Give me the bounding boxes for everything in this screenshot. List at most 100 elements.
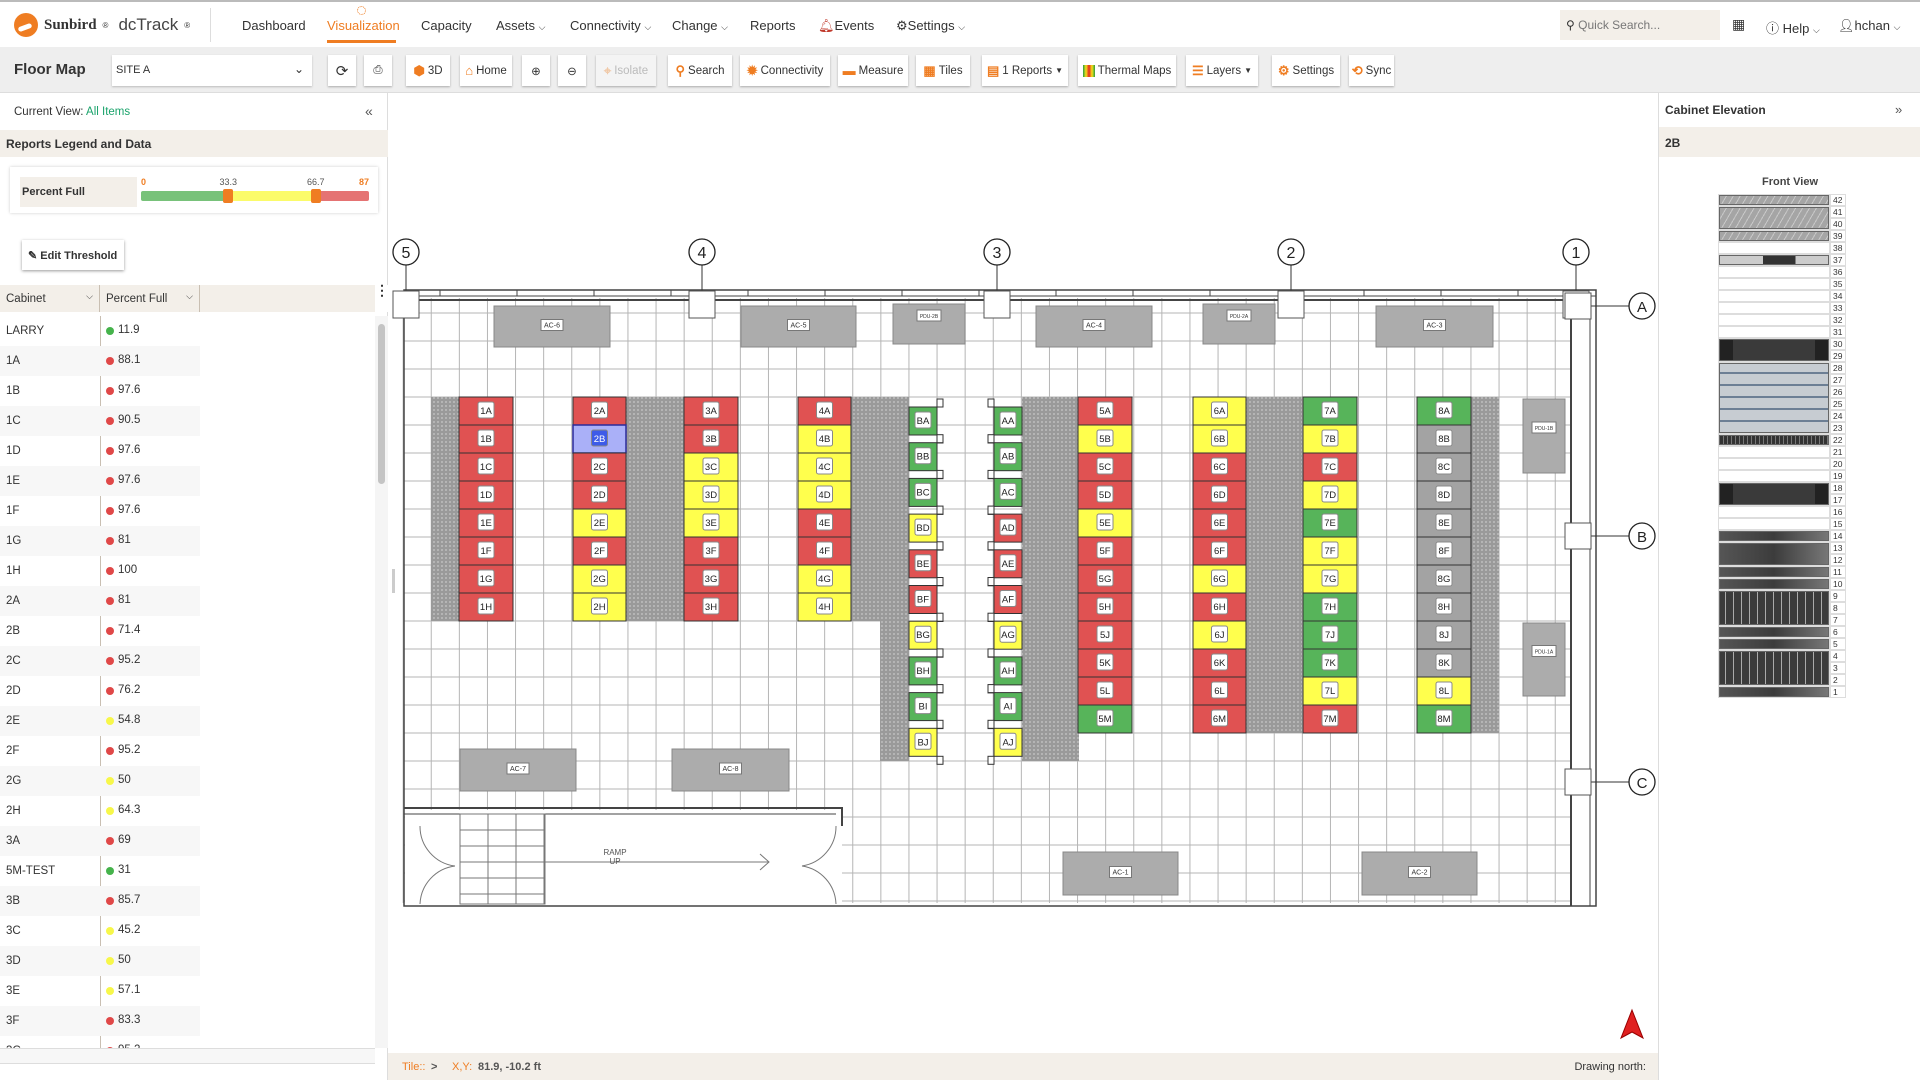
table-row[interactable]: 1C 90.5	[0, 406, 200, 436]
equipment-pdu-2a[interactable]: PDU-2A	[1202, 303, 1276, 345]
help-menu[interactable]: ⓘ Help ⌵	[1766, 18, 1820, 37]
rack-device-server-gray[interactable]	[1719, 579, 1829, 589]
rack-device-server-1u[interactable]	[1719, 435, 1829, 445]
equipment-pdu-1b[interactable]: PDU-1B	[1522, 398, 1566, 474]
cabinet-8e[interactable]: 8E	[1416, 508, 1472, 538]
cabinet-8h[interactable]: 8H	[1416, 592, 1472, 622]
cabinet-7c[interactable]: 7C	[1302, 452, 1358, 482]
cabinet-6k[interactable]: 6K	[1192, 648, 1247, 678]
cabinet-8j[interactable]: 8J	[1416, 620, 1472, 650]
cabinet-4h[interactable]: 4H	[797, 592, 852, 622]
equipment-ac-1[interactable]: AC-1	[1062, 851, 1179, 896]
equipment-ac-6[interactable]: AC-6	[493, 305, 611, 348]
zoom-in-button[interactable]: ⊕	[522, 55, 550, 86]
rack-device-storage[interactable]	[1719, 651, 1829, 685]
cabinet-1g[interactable]: 1G	[458, 564, 514, 594]
cabinet-5g[interactable]: 5G	[1077, 564, 1133, 594]
vertical-scrollbar[interactable]	[375, 316, 388, 1048]
cabinet-bj[interactable]: BJ	[908, 719, 944, 765]
quick-search-input[interactable]: ⚲ Quick Search...	[1560, 10, 1720, 40]
cabinet-5k[interactable]: 5K	[1077, 648, 1133, 678]
table-row[interactable]: 2H 64.3	[0, 796, 200, 826]
table-row[interactable]: 3B 85.7	[0, 886, 200, 916]
table-row[interactable]: 2A 81	[0, 586, 200, 616]
cabinet-5l[interactable]: 5L	[1077, 676, 1133, 706]
table-row[interactable]: 3D 50	[0, 946, 200, 976]
cabinet-4b[interactable]: 4B	[797, 424, 852, 454]
nav-settings[interactable]: ⚙Settings ⌵	[896, 18, 965, 34]
cabinet-7h[interactable]: 7H	[1302, 592, 1358, 622]
column-menu-icon[interactable]: ⋮	[375, 283, 389, 312]
rack-device-server-gray[interactable]	[1719, 543, 1829, 565]
search-button[interactable]: ⚲ Search	[668, 55, 732, 86]
cabinet-5c[interactable]: 5C	[1077, 452, 1133, 482]
cabinet-5e[interactable]: 5E	[1077, 508, 1133, 538]
cabinet-1a[interactable]: 1A	[458, 396, 514, 426]
isolate-button[interactable]: ⌖ Isolate	[596, 55, 656, 86]
user-menu[interactable]: 👤︎hchan ⌵	[1838, 18, 1900, 34]
cabinet-7b[interactable]: 7B	[1302, 424, 1358, 454]
cabinet-3h[interactable]: 3H	[683, 592, 739, 622]
table-row[interactable]: 2D 76.2	[0, 676, 200, 706]
cabinet-6j[interactable]: 6J	[1192, 620, 1247, 650]
edit-threshold-button[interactable]: ✎ Edit Threshold	[22, 240, 124, 270]
nav-capacity[interactable]: Capacity	[421, 18, 472, 33]
table-row[interactable]: 5M-TEST 31	[0, 856, 200, 886]
cabinet-6b[interactable]: 6B	[1192, 424, 1247, 454]
nav-dashboard[interactable]: Dashboard	[242, 18, 306, 33]
rack-device-server-gray[interactable]	[1719, 639, 1829, 649]
table-row[interactable]: 3G 95.2	[0, 1036, 200, 1048]
equipment-pdu-1a[interactable]: PDU-1A	[1522, 622, 1566, 697]
cabinet-7d[interactable]: 7D	[1302, 480, 1358, 510]
nav-connectivity[interactable]: Connectivity ⌵	[570, 18, 651, 33]
cabinet-7m[interactable]: 7M	[1302, 704, 1358, 734]
table-row[interactable]: 3C 45.2	[0, 916, 200, 946]
cabinet-3b[interactable]: 3B	[683, 424, 739, 454]
cabinet-8g[interactable]: 8G	[1416, 564, 1472, 594]
cabinet-6h[interactable]: 6H	[1192, 592, 1247, 622]
cabinet-7k[interactable]: 7K	[1302, 648, 1358, 678]
rack-device-blank[interactable]	[1719, 231, 1829, 241]
rack-elevation[interactable]: 42 41 40 39 38 37 36 35 34 33 32 31 30 29 28 27 26 25 24 23…	[1718, 194, 1848, 700]
cabinet-7g[interactable]: 7G	[1302, 564, 1358, 594]
rack-device-blank[interactable]	[1719, 207, 1829, 229]
cabinet-8b[interactable]: 8B	[1416, 424, 1472, 454]
cabinet-6l[interactable]: 6L	[1192, 676, 1247, 706]
table-row[interactable]: LARRY 11.9	[0, 316, 200, 346]
cabinet-bf[interactable]: BF	[908, 577, 944, 622]
cabinet-7j[interactable]: 7J	[1302, 620, 1358, 650]
collapse-left-panel-icon[interactable]: «	[365, 103, 373, 119]
rack-device-server-gray[interactable]	[1719, 531, 1829, 541]
cabinet-ai[interactable]: AI	[987, 684, 1023, 730]
cabinet-8m[interactable]: 8M	[1416, 704, 1472, 734]
rack-device-server-black[interactable]	[1719, 483, 1829, 505]
calendar-icon[interactable]: ▦	[1732, 16, 1746, 32]
cabinet-6m[interactable]: 6M	[1192, 704, 1247, 734]
panel-resize-handle[interactable]	[392, 569, 395, 593]
cabinet-4d[interactable]: 4D	[797, 480, 852, 510]
rack-device-server-black[interactable]	[1719, 339, 1829, 361]
cabinet-1c[interactable]: 1C	[458, 452, 514, 482]
home-button[interactable]: ⌂ Home	[460, 55, 512, 86]
equipment-ac-8[interactable]: AC-8	[671, 748, 790, 792]
reports-button[interactable]: ▤ 1 Reports ▼	[982, 55, 1068, 86]
cabinet-5h[interactable]: 5H	[1077, 592, 1133, 622]
cabinet-6g[interactable]: 6G	[1192, 564, 1247, 594]
table-row[interactable]: 1F 97.6	[0, 496, 200, 526]
cabinet-be[interactable]: BE	[908, 541, 944, 587]
cabinet-6c[interactable]: 6C	[1192, 452, 1247, 482]
column-header-cabinet[interactable]: Cabinet ⌵	[0, 285, 100, 312]
cabinet-4a[interactable]: 4A	[797, 396, 852, 426]
equipment-ac-5[interactable]: AC-5	[740, 305, 857, 348]
table-row[interactable]: 2G 50	[0, 766, 200, 796]
cabinet-8c[interactable]: 8C	[1416, 452, 1472, 482]
tiles-button[interactable]: ▦ Tiles	[916, 55, 970, 86]
table-row[interactable]: 2C 95.2	[0, 646, 200, 676]
cabinet-5a[interactable]: 5A	[1077, 396, 1133, 426]
table-row[interactable]: 1G 81	[0, 526, 200, 556]
table-row[interactable]: 3F 83.3	[0, 1006, 200, 1036]
3d-button[interactable]: ⬢ 3D	[406, 55, 450, 86]
cabinet-5j[interactable]: 5J	[1077, 620, 1133, 650]
horizontal-scrollbar[interactable]	[0, 1048, 375, 1064]
table-row[interactable]: 2E 54.8	[0, 706, 200, 736]
